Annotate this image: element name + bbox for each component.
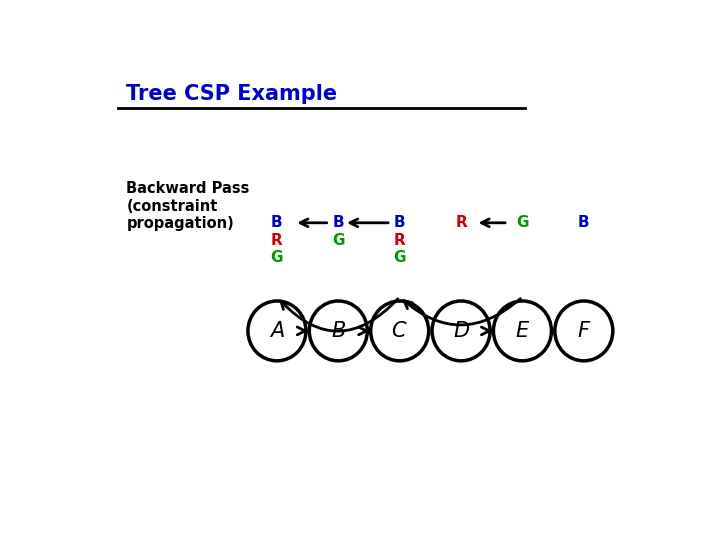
Text: B: B: [578, 215, 590, 230]
Text: $\mathit{B}$: $\mathit{B}$: [330, 321, 346, 341]
Text: R: R: [394, 233, 405, 248]
Text: G: G: [332, 233, 345, 248]
Text: G: G: [393, 250, 406, 265]
Text: B: B: [333, 215, 344, 230]
Text: G: G: [516, 215, 528, 230]
Text: $\mathit{A}$: $\mathit{A}$: [269, 321, 285, 341]
Text: R: R: [271, 233, 283, 248]
Text: R: R: [455, 215, 467, 230]
Text: $\mathit{D}$: $\mathit{D}$: [453, 321, 469, 341]
FancyArrowPatch shape: [404, 299, 521, 325]
Text: Tree CSP Example: Tree CSP Example: [126, 84, 338, 104]
Text: Backward Pass
(constraint
propagation): Backward Pass (constraint propagation): [126, 181, 250, 231]
Text: B: B: [271, 215, 283, 230]
Text: B: B: [394, 215, 405, 230]
Text: G: G: [271, 250, 283, 265]
FancyArrowPatch shape: [281, 299, 398, 331]
Text: $\mathit{F}$: $\mathit{F}$: [577, 321, 591, 341]
Text: $\mathit{E}$: $\mathit{E}$: [515, 321, 530, 341]
Text: $\mathit{C}$: $\mathit{C}$: [392, 321, 408, 341]
